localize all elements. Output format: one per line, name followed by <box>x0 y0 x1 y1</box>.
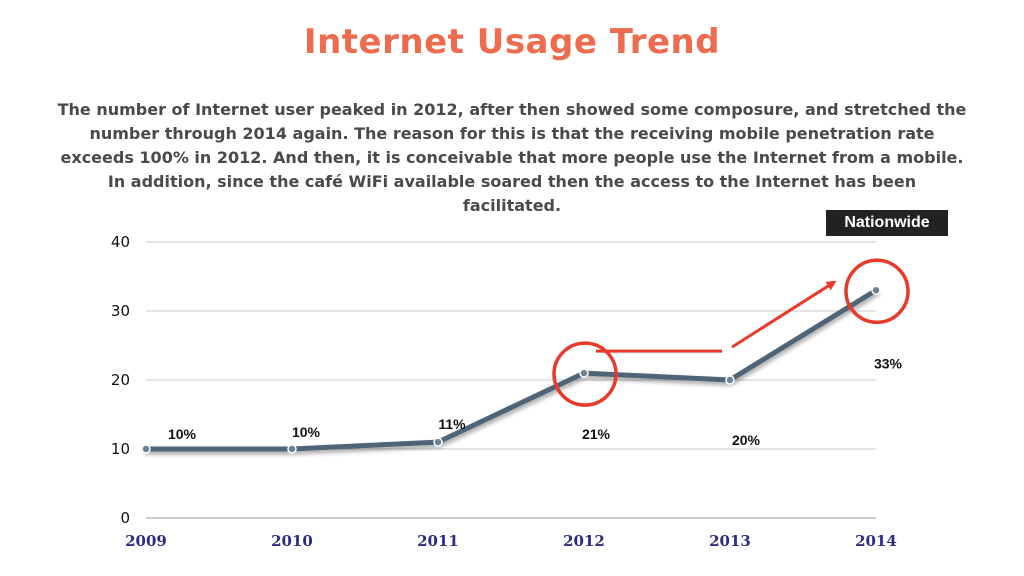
data-label: 20% <box>732 432 761 448</box>
x-tick-label: 2011 <box>417 532 459 550</box>
y-tick-label: 40 <box>111 233 130 251</box>
highlight-circle <box>844 258 910 325</box>
x-tick-label: 2012 <box>563 532 605 550</box>
x-tick-label: 2013 <box>709 532 751 550</box>
y-axis-ticks: 0 10 20 30 40 <box>111 233 130 527</box>
x-tick-label: 2010 <box>271 532 313 550</box>
data-point-marker <box>141 444 151 454</box>
data-point-marker <box>725 375 735 385</box>
data-labels: 10% 10% 11% 21% 20% 33% <box>168 355 903 448</box>
rising-trend-arrow <box>731 280 837 349</box>
grid-lines <box>146 241 876 519</box>
data-point-marker <box>287 444 297 454</box>
data-point-marker <box>433 437 443 447</box>
data-label: 10% <box>168 426 197 442</box>
data-label: 21% <box>582 426 611 442</box>
highlight-annotations <box>552 258 910 407</box>
data-point-marker <box>579 368 589 378</box>
data-label: 10% <box>292 424 321 440</box>
data-label: 33% <box>874 355 903 371</box>
x-tick-label: 2009 <box>125 532 167 550</box>
y-tick-label: 30 <box>111 302 130 320</box>
slide-title: Internet Usage Trend <box>303 22 721 62</box>
data-point-marker <box>871 285 881 296</box>
x-tick-label: 2014 <box>855 532 897 550</box>
highlight-circle <box>552 341 618 407</box>
x-axis-ticks: 2009 2010 2011 2012 2013 2014 <box>125 532 897 550</box>
series-line-path <box>143 287 879 452</box>
slide-description: The number of Internet user peaked in 20… <box>57 100 967 215</box>
nationwide-badge: Nationwide <box>826 210 948 236</box>
y-tick-label: 0 <box>120 509 130 527</box>
data-label: 11% <box>438 416 466 432</box>
y-tick-label: 10 <box>111 440 130 458</box>
y-tick-label: 20 <box>111 371 130 389</box>
series-line <box>141 285 881 454</box>
